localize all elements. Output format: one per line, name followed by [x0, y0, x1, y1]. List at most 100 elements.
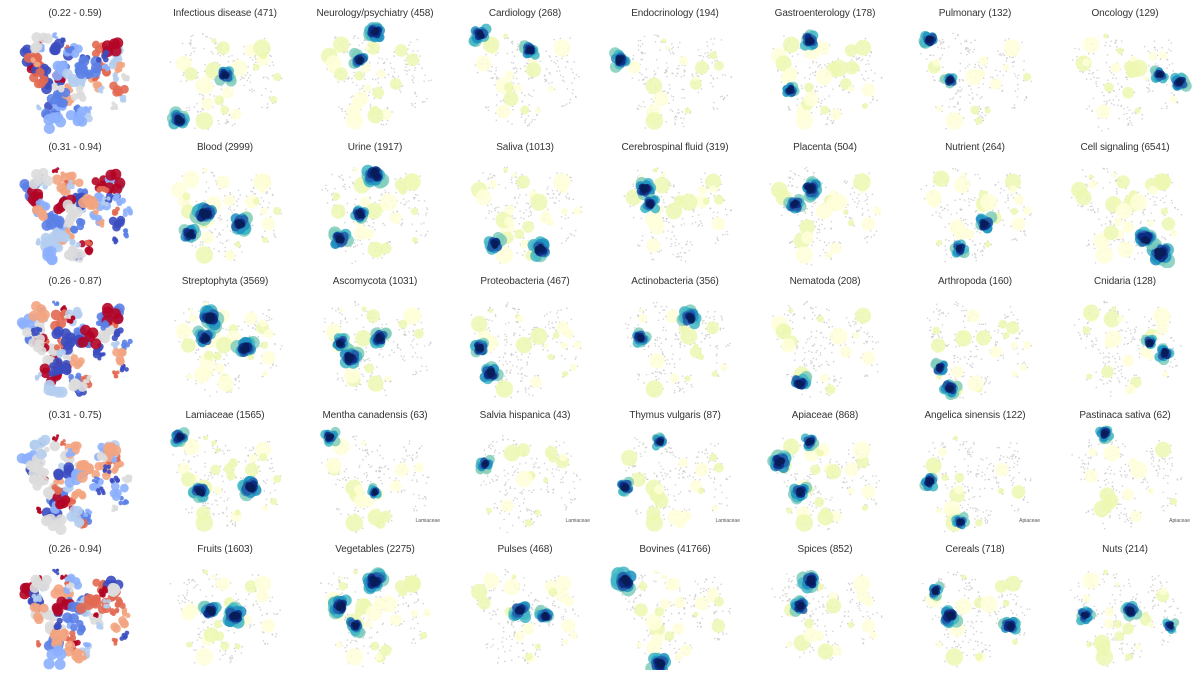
- embedding-scatter: [450, 422, 600, 536]
- panel-title: Angelica sinensis (122): [924, 410, 1026, 421]
- category-panel: Angelica sinensis (122) Apiaceae: [900, 402, 1050, 536]
- panel-title: Cereals (718): [945, 544, 1005, 555]
- panel-title: Cnidaria (128): [1094, 276, 1156, 287]
- panel-title: Mentha canadensis (63): [322, 410, 428, 421]
- panel-title: Pulses (468): [497, 544, 553, 555]
- panel-title: Pulmonary (132): [938, 8, 1012, 19]
- panel-title: Gastroenterology (178): [774, 8, 876, 19]
- panel-title: Nuts (214): [1102, 544, 1148, 555]
- panel-title: Arthropoda (160): [937, 276, 1012, 287]
- panel-title: Thymus vulgaris (87): [629, 410, 721, 421]
- panel-title: Salvia hispanica (43): [479, 410, 571, 421]
- category-panel: Proteobacteria (467): [450, 268, 600, 402]
- embedding-scatter: [150, 422, 300, 536]
- similarity-range-label: (0.26 - 0.87): [48, 276, 102, 287]
- embedding-scatter: [300, 154, 450, 268]
- similarity-map: [0, 154, 150, 268]
- category-panel: Mentha canadensis (63) Lamiaceae: [300, 402, 450, 536]
- category-panel: Nuts (214): [1050, 536, 1200, 670]
- embedding-scatter: [1050, 422, 1200, 536]
- category-panel: Actinobacteria (356): [600, 268, 750, 402]
- embedding-scatter: [900, 288, 1050, 402]
- category-panel: Cnidaria (128): [1050, 268, 1200, 402]
- panel-title: Proteobacteria (467): [480, 276, 570, 287]
- embedding-scatter: [150, 154, 300, 268]
- parent-family-label: Apiaceae: [1169, 518, 1190, 524]
- embedding-scatter: [600, 154, 750, 268]
- similarity-panel: (0.26 - 0.87): [0, 268, 150, 402]
- category-panel: Arthropoda (160): [900, 268, 1050, 402]
- panel-title: Endocrinology (194): [631, 8, 719, 19]
- similarity-map: [0, 556, 150, 670]
- category-panel: Bovines (41766): [600, 536, 750, 670]
- parent-family-label: Lamiaceae: [415, 518, 440, 524]
- category-panel: Blood (2999): [150, 134, 300, 268]
- panel-title: Fruits (1603): [197, 544, 253, 555]
- embedding-scatter: [750, 556, 900, 670]
- embedding-scatter: [300, 20, 450, 134]
- panel-title: Cardiology (268): [488, 8, 562, 19]
- category-panel: Spices (852): [750, 536, 900, 670]
- embedding-scatter: [900, 154, 1050, 268]
- panel-title: Vegetables (2275): [335, 544, 415, 555]
- category-panel: Urine (1917): [300, 134, 450, 268]
- panel-title: Placenta (504): [793, 142, 857, 153]
- embedding-scatter: [450, 288, 600, 402]
- category-panel: Streptophyta (3569): [150, 268, 300, 402]
- category-panel: Endocrinology (194): [600, 0, 750, 134]
- panel-title: Infectious disease (471): [173, 8, 277, 19]
- similarity-map: [0, 20, 150, 134]
- embedding-scatter: [750, 422, 900, 536]
- category-panel: Lamiaceae (1565): [150, 402, 300, 536]
- embedding-scatter: [300, 556, 450, 670]
- category-panel: Vegetables (2275): [300, 536, 450, 670]
- panel-title: Nutrient (264): [945, 142, 1005, 153]
- embedding-scatter: [600, 556, 750, 670]
- embedding-scatter: [750, 154, 900, 268]
- category-panel: Cardiology (268): [450, 0, 600, 134]
- panel-title: Actinobacteria (356): [631, 276, 719, 287]
- category-panel: Oncology (129): [1050, 0, 1200, 134]
- category-panel: Neurology/psychiatry (458): [300, 0, 450, 134]
- panel-title: Nematoda (208): [789, 276, 861, 287]
- panel-title: Urine (1917): [347, 142, 403, 153]
- parent-family-label: Apiaceae: [1019, 518, 1040, 524]
- embedding-scatter: [300, 288, 450, 402]
- embedding-scatter: [150, 288, 300, 402]
- category-panel: Salvia hispanica (43) Lamiaceae: [450, 402, 600, 536]
- panel-title: Cerebrospinal fluid (319): [621, 142, 729, 153]
- similarity-range-label: (0.31 - 0.94): [48, 142, 102, 153]
- panel-title: Bovines (41766): [639, 544, 711, 555]
- parent-family-label: Lamiaceae: [565, 518, 590, 524]
- panel-title: Oncology (129): [1091, 8, 1159, 19]
- panel-title: Blood (2999): [196, 142, 254, 153]
- similarity-panel: (0.31 - 0.75): [0, 402, 150, 536]
- embedding-scatter: [1050, 20, 1200, 134]
- category-panel: Apiaceae (868): [750, 402, 900, 536]
- category-panel: Pastinaca sativa (62) Apiaceae: [1050, 402, 1200, 536]
- similarity-range-label: (0.26 - 0.94): [48, 544, 102, 555]
- panel-title: Ascomycota (1031): [332, 276, 418, 287]
- category-panel: Infectious disease (471): [150, 0, 300, 134]
- embedding-scatter: [750, 20, 900, 134]
- panel-title: Lamiaceae (1565): [185, 410, 265, 421]
- panel-title: Streptophyta (3569): [181, 276, 269, 287]
- similarity-map: [0, 422, 150, 536]
- category-panel: Pulses (468): [450, 536, 600, 670]
- parent-family-label: Lamiaceae: [715, 518, 740, 524]
- embedding-scatter: [150, 20, 300, 134]
- panel-title: Saliva (1013): [496, 142, 554, 153]
- embedding-scatter: [900, 20, 1050, 134]
- embedding-scatter: [600, 20, 750, 134]
- category-panel: Placenta (504): [750, 134, 900, 268]
- panel-title: Spices (852): [797, 544, 853, 555]
- similarity-panel: (0.31 - 0.94): [0, 134, 150, 268]
- category-panel: Thymus vulgaris (87) Lamiaceae: [600, 402, 750, 536]
- similarity-map: [0, 288, 150, 402]
- category-panel: Nutrient (264): [900, 134, 1050, 268]
- embedding-scatter: [450, 20, 600, 134]
- panel-title: Cell signaling (6541): [1080, 142, 1170, 153]
- embedding-scatter: [900, 422, 1050, 536]
- panel-title: Apiaceae (868): [791, 410, 859, 421]
